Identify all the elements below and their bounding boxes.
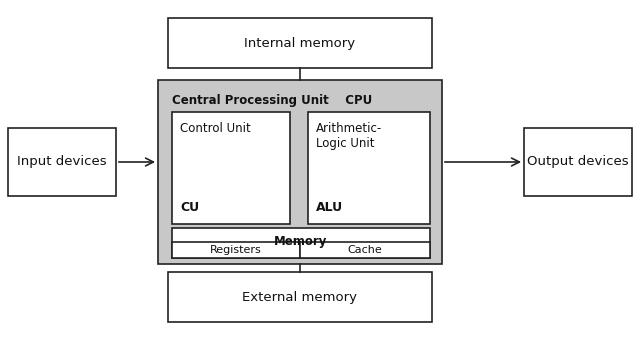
Bar xyxy=(158,80,442,264)
Bar xyxy=(172,228,430,258)
Text: Memory: Memory xyxy=(275,235,328,248)
Text: ALU: ALU xyxy=(316,201,343,214)
Text: External memory: External memory xyxy=(243,291,358,303)
Bar xyxy=(524,128,632,196)
Bar xyxy=(172,112,290,224)
Bar xyxy=(172,242,300,258)
Bar xyxy=(300,242,430,258)
Text: Central Processing Unit    CPU: Central Processing Unit CPU xyxy=(172,94,372,107)
Text: Control Unit: Control Unit xyxy=(180,122,251,135)
Bar xyxy=(308,112,430,224)
Bar xyxy=(168,18,432,68)
Text: Output devices: Output devices xyxy=(527,156,629,168)
Text: Internal memory: Internal memory xyxy=(244,37,356,49)
Text: Cache: Cache xyxy=(348,245,382,255)
Text: Input devices: Input devices xyxy=(17,156,107,168)
Bar xyxy=(8,128,116,196)
Text: Registers: Registers xyxy=(210,245,262,255)
Text: Arithmetic-
Logic Unit: Arithmetic- Logic Unit xyxy=(316,122,382,150)
Bar xyxy=(168,272,432,322)
Text: CU: CU xyxy=(180,201,199,214)
